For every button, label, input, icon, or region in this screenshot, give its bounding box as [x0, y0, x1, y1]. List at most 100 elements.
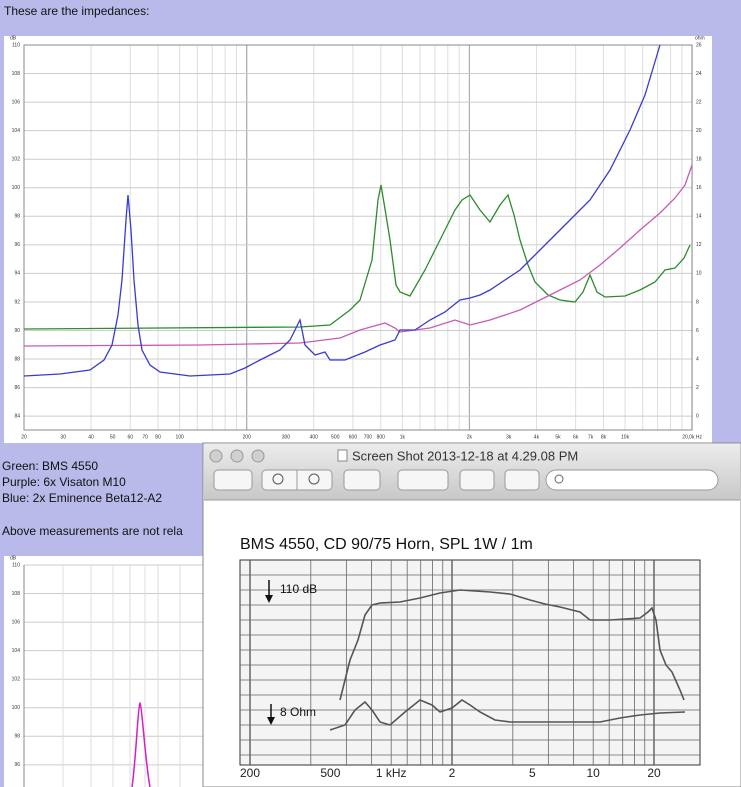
y-tick-label: 102	[12, 677, 21, 683]
y-tick-label: 104	[12, 648, 21, 654]
y-tick-label: 102	[12, 157, 21, 163]
search-field[interactable]	[545, 469, 719, 491]
x-tick-label: 10	[587, 766, 601, 780]
y-tick-label: 110	[12, 42, 20, 48]
intro-text: These are the impedances:	[4, 4, 149, 18]
x-tick-label: 5	[529, 766, 536, 780]
impedance-curve	[329, 699, 686, 731]
y-unit: dB	[10, 35, 17, 41]
y-tick-label: 106	[12, 619, 21, 625]
x-tick-label: 600	[349, 434, 358, 440]
y-tick-label: 110	[12, 562, 20, 568]
x-tick-label: 400	[310, 434, 319, 440]
x-tick-label: 20,0k Hz	[682, 434, 702, 440]
y-tick-label: 96	[14, 242, 20, 248]
y-tick-label: 88	[14, 356, 20, 362]
purple-curve	[23, 164, 693, 347]
y2-tick-label: 14	[696, 214, 702, 220]
rotate-button[interactable]	[459, 469, 495, 491]
y2-tick-label: 0	[696, 413, 699, 419]
image-title: BMS 4550, CD 90/75 Horn, SPL 1W / 1m	[240, 536, 533, 553]
x-tick-label: 4k	[534, 434, 540, 440]
preview-window: Screen Shot 2013-12-18 at 4.29.08 PM BMS…	[202, 442, 741, 787]
y-tick-label: 106	[12, 99, 21, 105]
x-tick-label: 8k	[601, 434, 607, 440]
x-tick-label: 30	[60, 434, 66, 440]
x-tick-label: 800	[377, 434, 386, 440]
y2-tick-label: 4	[696, 356, 699, 362]
y2-tick-label: 6	[696, 328, 699, 334]
impedance-chart-bg	[4, 36, 712, 443]
x-tick-label: 700	[364, 434, 373, 440]
x-tick-label: 7k	[588, 434, 594, 440]
x-tick-label: 500	[320, 766, 340, 780]
x-tick-label: 50	[110, 434, 116, 440]
sidebar-button[interactable]	[213, 469, 253, 491]
x-tick-label: 1 kHz	[376, 766, 407, 780]
y2-tick-label: 12	[696, 242, 702, 248]
y2-tick-label: 8	[696, 299, 699, 305]
x-tick-label: 2k	[467, 434, 473, 440]
y2-tick-label: 2	[696, 385, 699, 391]
x-tick-label: 300	[282, 434, 291, 440]
y-tick-label: 90	[14, 328, 20, 334]
spl-curve	[339, 589, 685, 701]
share-button[interactable]	[343, 469, 381, 491]
spl-chart	[239, 559, 701, 766]
x-tick-label: 80	[155, 434, 161, 440]
y-tick-label: 98	[14, 734, 20, 740]
legend-line: Purple: 6x Visaton M10	[2, 475, 126, 489]
y2-tick-label: 22	[696, 99, 702, 105]
markup-button[interactable]	[397, 469, 449, 491]
window-title: Screen Shot 2013-12-18 at 4.29.08 PM	[352, 448, 578, 463]
x-tick-label: 20	[21, 434, 27, 440]
x-tick-label: 20	[647, 766, 661, 780]
curve-label: 110 dB	[280, 582, 317, 596]
x-tick-label: 6k	[573, 434, 579, 440]
x-tick-label: 60	[127, 434, 133, 440]
y-tick-label: 84	[14, 413, 20, 419]
x-tick-label: 2	[449, 766, 456, 780]
x-tick-label: 100	[175, 434, 184, 440]
y-unit: dB	[10, 555, 17, 561]
y-tick-label: 86	[14, 385, 20, 391]
y-tick-label: 108	[12, 591, 21, 597]
arrow	[267, 704, 275, 725]
x-tick-label: 10k	[621, 434, 630, 440]
legend-line: Blue: 2x Eminence Beta12-A2	[2, 491, 162, 505]
purple-curve	[131, 701, 151, 787]
y2-tick-label: 20	[696, 128, 702, 134]
y2-tick-label: 26	[696, 42, 702, 48]
y-tick-label: 100	[12, 705, 21, 711]
y-tick-label: 104	[12, 128, 21, 134]
y-tick-label: 92	[14, 299, 20, 305]
x-tick-label: 200	[243, 434, 252, 440]
x-tick-label: 3k	[506, 434, 512, 440]
curve-label: 8 Ohm	[280, 705, 316, 719]
y-tick-label: 94	[14, 271, 20, 277]
legend-line: Green: BMS 4550	[2, 459, 98, 473]
x-tick-label: 1k	[400, 434, 406, 440]
y2-tick-label: 24	[696, 71, 702, 77]
y2-tick-label: 18	[696, 157, 702, 163]
plot-frame	[23, 44, 693, 431]
y-tick-label: 98	[14, 214, 20, 220]
minimize-button[interactable]	[230, 449, 244, 463]
close-button[interactable]	[209, 449, 223, 463]
blue-curve	[23, 44, 661, 377]
arrow	[265, 580, 273, 603]
zoom-button[interactable]	[251, 449, 265, 463]
x-tick-label: 70	[142, 434, 148, 440]
y2-unit: ohm	[695, 35, 705, 41]
file-icon	[337, 449, 348, 462]
y-tick-label: 100	[12, 185, 21, 191]
edit-button[interactable]	[504, 469, 540, 491]
x-tick-label: 40	[88, 434, 94, 440]
x-tick-label: 5k	[555, 434, 561, 440]
y-tick-label: 96	[14, 762, 20, 768]
y2-tick-label: 16	[696, 185, 702, 191]
y2-tick-label: 10	[696, 271, 702, 277]
second-chart-bg	[4, 556, 224, 787]
